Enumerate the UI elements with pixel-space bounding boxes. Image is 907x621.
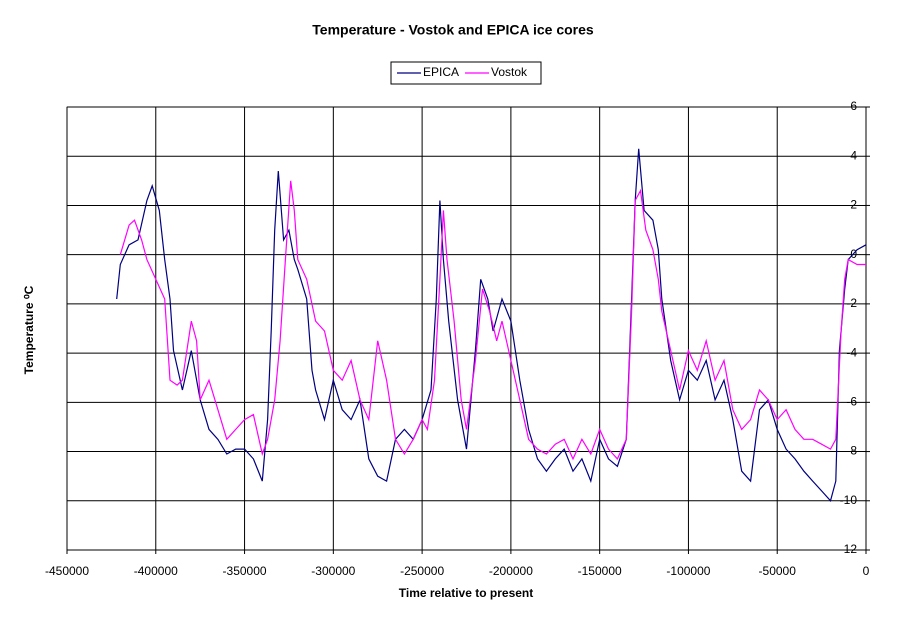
y-tick-label: -4 [846, 345, 857, 359]
y-tick-label: 6 [850, 99, 857, 113]
x-axis-label: Time relative to present [399, 586, 534, 600]
y-tick-label: -8 [846, 444, 857, 458]
series-line [116, 148, 867, 503]
y-tick-label: 4 [850, 148, 857, 162]
legend-label: EPICA [423, 65, 459, 79]
x-tick-label: -150000 [578, 564, 622, 578]
legend: EPICA Vostok [390, 61, 542, 85]
y-tick-label: -12 [840, 542, 858, 556]
x-tick-label: 0 [863, 564, 870, 578]
chart-title: Temperature - Vostok and EPICA ice cores [312, 22, 594, 38]
y-tick-label: -10 [840, 493, 858, 507]
grid: 6 4 2 0 -2 -4 -6 -8 -10 -12 -450000 -400000 -350000 -… [45, 99, 870, 578]
x-tick-label: -400000 [134, 564, 178, 578]
plot-area [66, 106, 867, 551]
y-tick-label: -6 [846, 395, 857, 409]
x-tick-label: -450000 [45, 564, 89, 578]
series-line [119, 180, 866, 461]
y-tick-label: 2 [850, 198, 857, 212]
x-tick-label: -350000 [223, 564, 267, 578]
x-tick-label: -250000 [400, 564, 444, 578]
legend-label: Vostok [491, 65, 528, 79]
series-lines [116, 148, 867, 503]
x-tick-label: -200000 [489, 564, 533, 578]
x-tick-label: -50000 [759, 564, 797, 578]
y-axis-label: Temperature ⁰C [22, 285, 36, 374]
x-tick-label: -100000 [666, 564, 710, 578]
x-tick-label: -300000 [311, 564, 355, 578]
y-tick-label: -2 [846, 296, 857, 310]
